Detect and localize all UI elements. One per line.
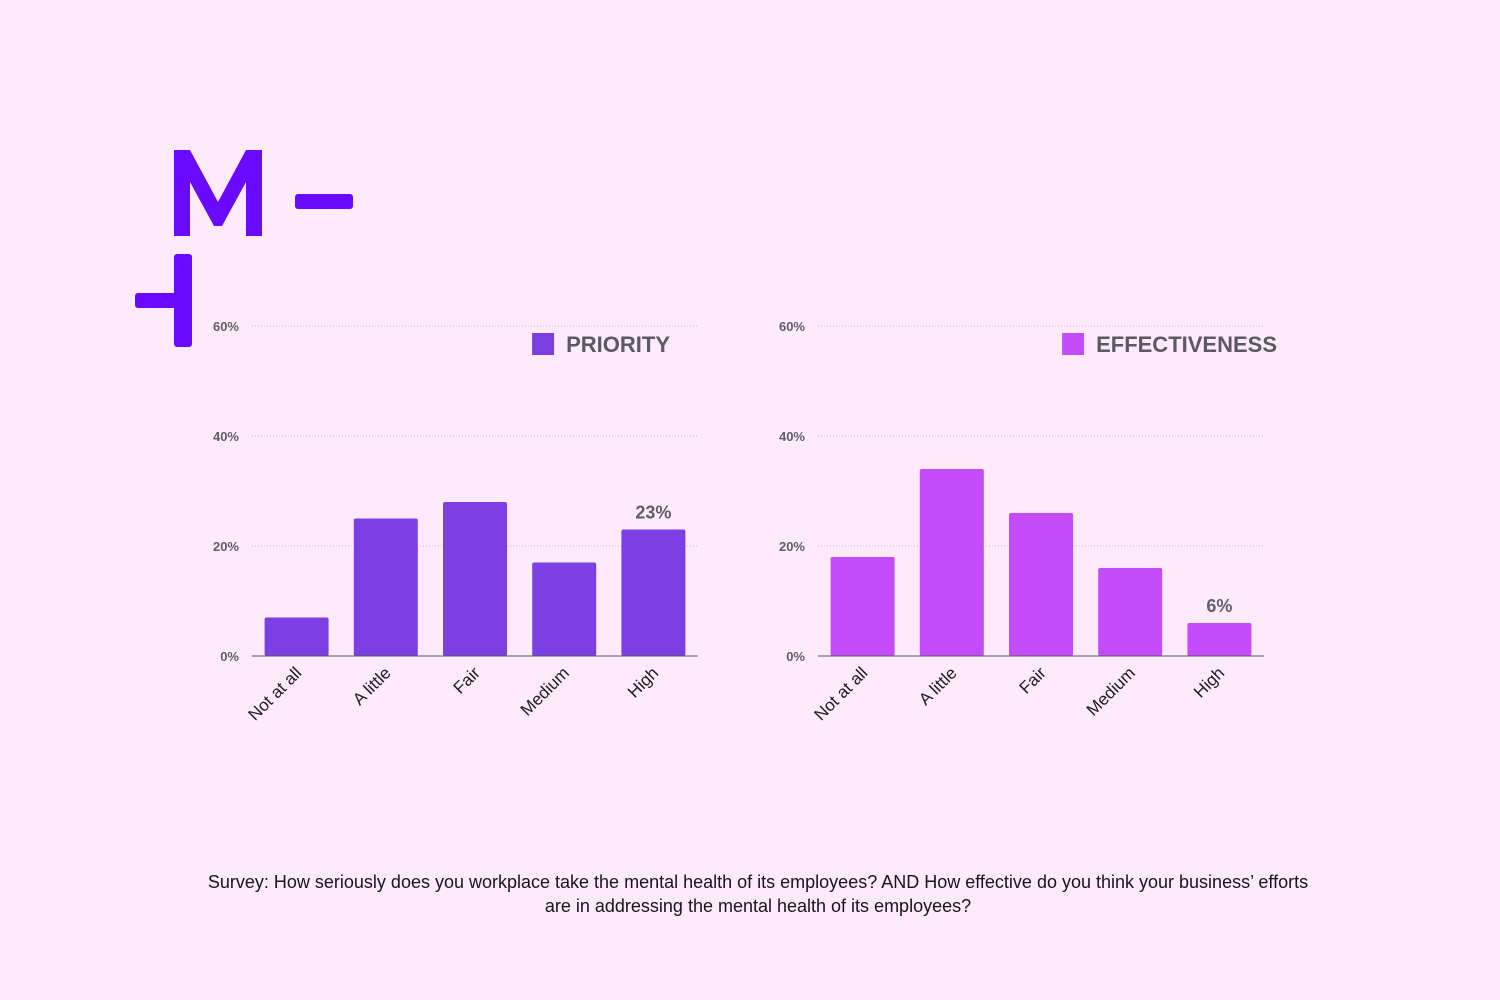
x-category-label: A little xyxy=(349,663,395,709)
y-tick-label: 20% xyxy=(779,539,805,554)
x-category-label: Fair xyxy=(1016,663,1050,697)
y-tick-label: 20% xyxy=(213,539,239,554)
x-category-label: High xyxy=(624,663,662,701)
legend-swatch xyxy=(1062,333,1085,355)
y-tick-label: 0% xyxy=(786,649,805,664)
bar-a-little xyxy=(353,518,418,656)
data-label: 6% xyxy=(1206,596,1232,616)
y-tick-label: 60% xyxy=(213,319,239,334)
effectiveness-chart: 0% 20% 40% 60% Not at all A little Fair Medium 6… xyxy=(779,319,1277,724)
y-tick-label: 60% xyxy=(779,319,805,334)
bar-fair xyxy=(1009,513,1073,656)
legend-swatch xyxy=(532,333,555,355)
logo-dash-top xyxy=(295,194,353,209)
logo-bar-vertical xyxy=(174,254,192,347)
brand-logo xyxy=(135,150,353,347)
bar-high xyxy=(1187,623,1252,656)
bar-not-at-all xyxy=(830,557,895,656)
y-tick-label: 40% xyxy=(213,429,239,444)
x-category-label: A little xyxy=(915,663,961,709)
bar-not-at-all xyxy=(264,617,329,656)
x-category-label: Medium xyxy=(517,663,573,719)
survey-caption: Survey: How seriously does you workplace… xyxy=(207,872,1309,916)
legend-label: PRIORITY xyxy=(566,332,670,357)
logo-m-glyph xyxy=(174,150,262,236)
x-category-label: Medium xyxy=(1083,663,1139,719)
bar-high xyxy=(621,529,686,656)
data-label: 23% xyxy=(635,503,671,523)
x-category-label: Fair xyxy=(450,663,484,697)
y-tick-label: 40% xyxy=(779,429,805,444)
legend-label: EFFECTIVENESS xyxy=(1096,332,1277,357)
bar-a-little xyxy=(919,469,984,656)
priority-chart: 0% 20% 40% 60% Not at all A little Fair Medium 2… xyxy=(213,319,698,724)
bar-medium xyxy=(532,562,597,656)
x-category-label: Not at all xyxy=(811,663,872,724)
bar-medium xyxy=(1098,568,1163,656)
bar-fair xyxy=(443,502,507,656)
x-category-label: Not at all xyxy=(245,663,306,724)
y-tick-label: 0% xyxy=(220,649,239,664)
x-category-label: High xyxy=(1190,663,1228,701)
